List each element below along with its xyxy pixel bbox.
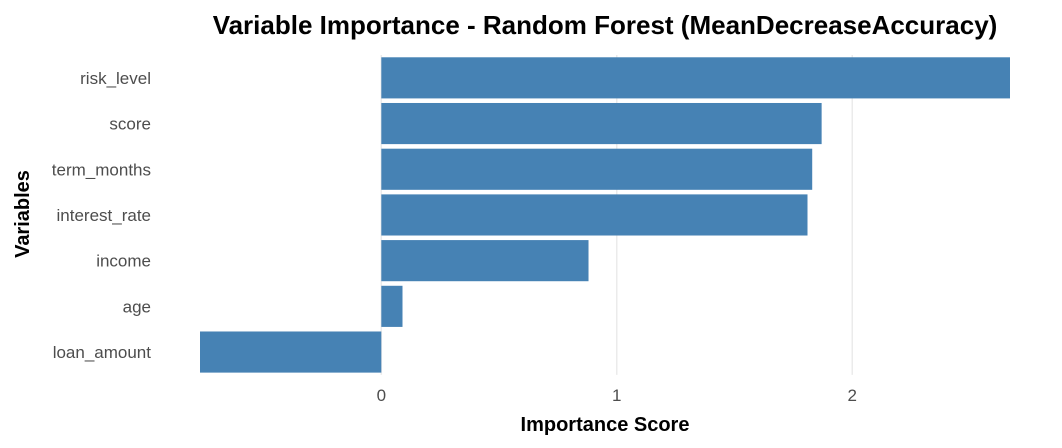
x-tick-label-1: 1 bbox=[612, 386, 621, 405]
x-tick-label-0: 0 bbox=[377, 386, 386, 405]
bar-interest-rate bbox=[381, 194, 808, 236]
x-axis-tick-labels: 0 1 2 bbox=[377, 386, 857, 405]
y-tick-label-income: income bbox=[96, 252, 151, 271]
y-tick-label-age: age bbox=[123, 297, 151, 316]
y-tick-label-term-months: term_months bbox=[52, 160, 151, 179]
bar-loan-amount bbox=[200, 331, 382, 373]
bar-income bbox=[381, 240, 589, 282]
bar-score bbox=[381, 102, 822, 145]
bar-risk-level bbox=[381, 57, 1011, 99]
y-axis-title: Variables bbox=[12, 170, 34, 258]
x-axis-title: Importance Score bbox=[521, 414, 690, 436]
chart-title: Variable Importance - Random Forest (Mea… bbox=[213, 10, 998, 40]
y-tick-label-risk-level: risk_level bbox=[80, 69, 151, 88]
x-tick-label-2: 2 bbox=[848, 386, 857, 405]
y-tick-label-loan-amount: loan_amount bbox=[53, 343, 152, 362]
y-tick-label-interest-rate: interest_rate bbox=[57, 206, 152, 225]
bar-age bbox=[381, 285, 403, 327]
bars bbox=[200, 57, 1011, 373]
y-tick-label-score: score bbox=[109, 115, 151, 134]
bar-term-months bbox=[381, 148, 813, 190]
